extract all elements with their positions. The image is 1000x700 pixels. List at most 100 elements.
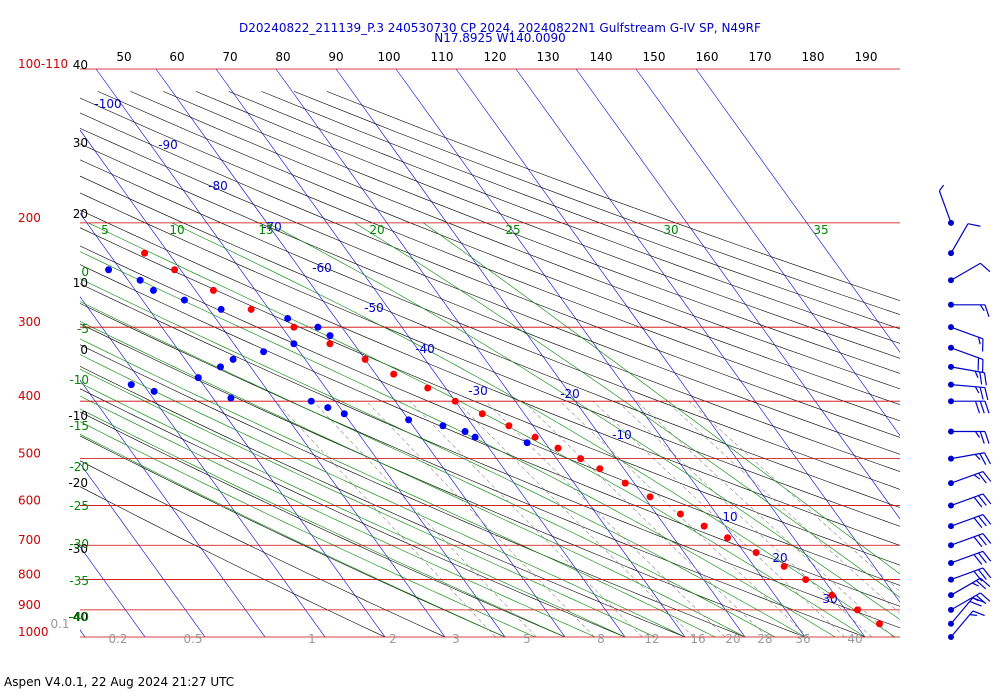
wind-barb-flag	[980, 577, 991, 588]
moist-adiabat-line	[423, 222, 900, 575]
wind-barb-flag	[978, 569, 987, 580]
wind-barb-flag	[973, 536, 983, 548]
wind-barb-flag	[978, 515, 987, 527]
temperature-point	[828, 591, 836, 599]
moist-adiabat-line	[354, 222, 900, 598]
moist-adiabat-label: 35	[813, 223, 828, 237]
temperature-point	[853, 606, 861, 614]
pressure-label: 200	[18, 211, 41, 225]
dewpoint-point	[307, 397, 315, 405]
isotherm-line	[80, 379, 266, 638]
dry-adiabat-line	[326, 91, 900, 301]
left-scale-label: 20	[73, 207, 88, 221]
temperature-point	[676, 510, 684, 518]
wind-barb	[948, 597, 985, 627]
moist-adiabat-line	[80, 278, 806, 638]
wind-barb	[948, 550, 992, 566]
dewpoint-point	[284, 314, 292, 322]
left-theta-label: -20	[69, 460, 89, 474]
dry-adiabat-line	[80, 435, 506, 638]
isotherm-line	[275, 68, 686, 638]
pressure-lines	[80, 68, 900, 638]
isotherm-line	[215, 68, 626, 638]
wind-barb-flag	[982, 471, 992, 482]
wind-barb-flag	[983, 452, 992, 465]
wind-barb-staff	[938, 190, 952, 224]
dry-adiabat-line	[163, 91, 900, 374]
wind-barb-staff	[950, 384, 985, 389]
wind-barb-flag	[973, 570, 983, 582]
dry-adiabat-line	[97, 91, 900, 406]
left-scale-label: 0	[80, 343, 88, 357]
temperature-point	[596, 465, 604, 473]
moist-adiabat-line	[80, 395, 596, 638]
dewpoint-point	[340, 410, 348, 418]
isotherm-line	[80, 129, 446, 638]
dewpoint-point	[227, 394, 235, 402]
wind-barb-flag	[983, 372, 987, 386]
wind-barb-flag	[979, 431, 985, 444]
isotherm-line	[575, 68, 900, 520]
wind-barb-staff	[950, 577, 981, 596]
top-scale-label: 80	[275, 50, 290, 64]
chart-title: D20240822_211139_P.3 240530730 CP 2024, …	[239, 21, 761, 35]
dewpoint-point	[20, 249, 27, 256]
moist-adiabat-label: 20	[369, 223, 384, 237]
wind-barb-flag	[978, 534, 987, 546]
temperature-point	[171, 266, 179, 274]
wind-barb-staff	[950, 533, 984, 546]
dewpoint-point	[149, 286, 157, 294]
isotherm-line	[80, 462, 206, 638]
moist-adiabat-line	[80, 368, 656, 638]
pressure-label: 700	[18, 533, 41, 547]
temperature-point	[141, 249, 149, 257]
pressure-label: 600	[18, 494, 41, 508]
top-scale-label: 90	[328, 50, 343, 64]
dewpoint-point	[229, 355, 237, 363]
wind-barb-flag	[979, 401, 985, 414]
wind-barb	[948, 398, 990, 414]
dry-adiabat-line	[228, 91, 900, 344]
left-scale-label: -10	[68, 409, 88, 423]
wind-barb-flag	[974, 386, 980, 394]
top-scale-label: 160	[696, 50, 719, 64]
dry-adiabat-line	[80, 227, 900, 566]
dry-adiabat-line	[261, 91, 900, 330]
isotherm-line	[80, 296, 326, 638]
isotherm-label: -100	[94, 97, 121, 111]
wind-barb-flag	[977, 337, 981, 345]
wind-barb-flag	[974, 431, 980, 438]
temperature-point	[700, 522, 708, 530]
mixing-ratio-label: 2	[389, 632, 397, 646]
isotherm-label: 10	[722, 510, 737, 524]
dry-adiabat-line	[80, 97, 900, 422]
mixing-ratio-label: 20	[725, 632, 740, 646]
pressure-label: 900	[18, 598, 41, 612]
wind-barb-flag	[971, 582, 979, 587]
dry-adiabat-line	[80, 323, 806, 638]
dewpoint-point	[136, 276, 144, 284]
isotherm-label: -60	[312, 261, 332, 275]
temperature-point	[646, 493, 654, 501]
wind-barb-staff	[950, 366, 985, 374]
moist-adiabat-line	[80, 354, 686, 638]
wind-barb-staff	[950, 597, 974, 625]
dewpoint-point	[439, 422, 447, 430]
mixing-ratio-label: 16	[690, 632, 705, 646]
moist-adiabat-label: 10	[169, 223, 184, 237]
mixing-ratio-label: 8	[597, 632, 605, 646]
wind-barb-flag	[973, 496, 983, 508]
wind-barb-flag	[972, 610, 985, 617]
left-theta-label: -5	[77, 322, 89, 336]
temperature-point	[390, 370, 398, 378]
temperature-point	[209, 286, 217, 294]
wind-barb	[948, 428, 990, 444]
wind-barb-flag	[969, 614, 978, 616]
wind-barb-staff	[950, 452, 985, 460]
temperature-point	[724, 534, 732, 542]
wind-barb	[948, 567, 992, 583]
pressure-label: 800	[18, 568, 41, 582]
pressure-label: 400	[18, 389, 41, 403]
